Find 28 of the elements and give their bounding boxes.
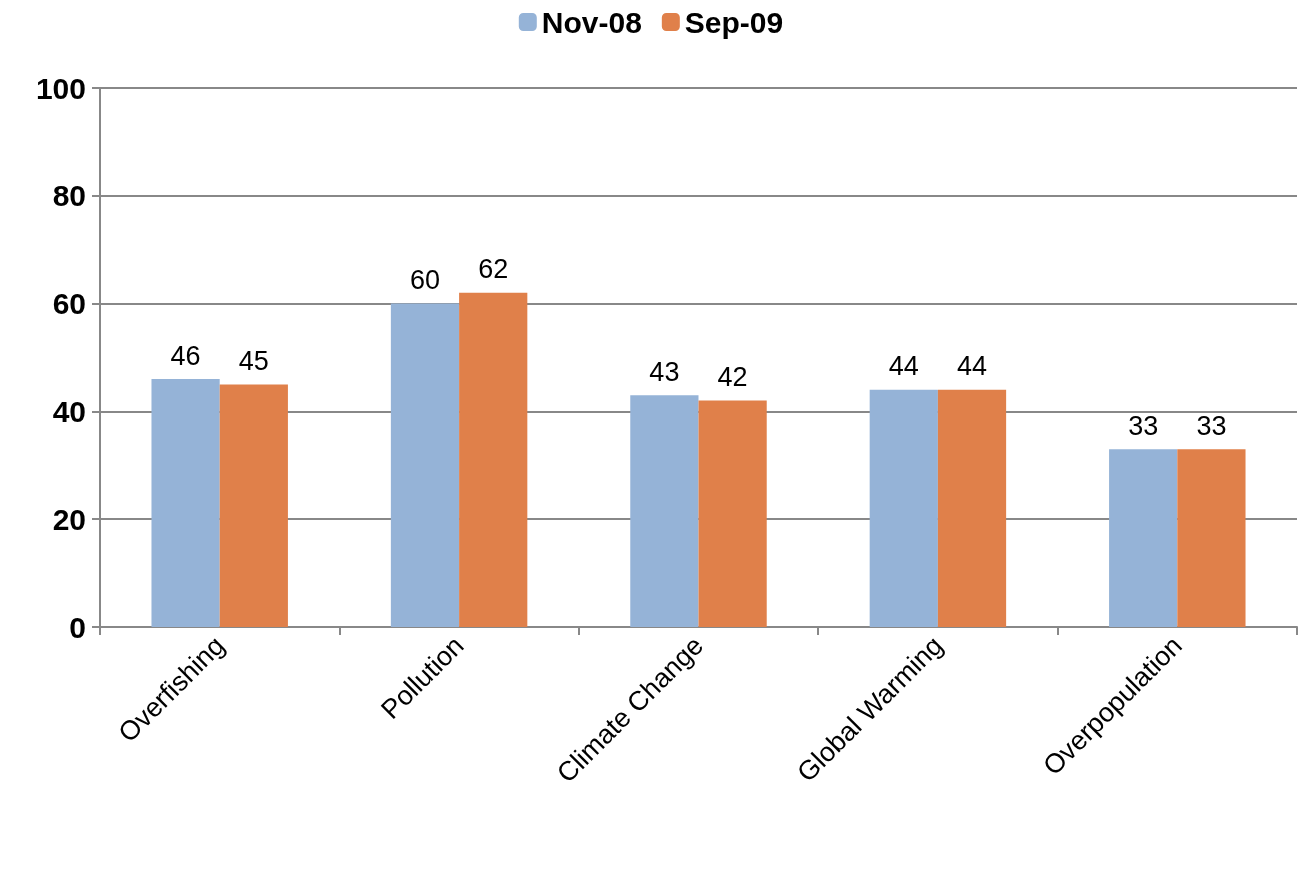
bar	[459, 292, 528, 627]
bar	[630, 395, 699, 627]
y-tick-label: 100	[35, 71, 86, 105]
bar	[219, 384, 288, 627]
data-label: 42	[717, 362, 748, 393]
legend-label: Sep-09	[684, 5, 784, 39]
y-tick-label: 60	[52, 287, 86, 321]
y-tick-label: 40	[52, 394, 86, 428]
bar	[1177, 449, 1246, 627]
y-tick-label: 0	[69, 610, 86, 644]
data-label: 33	[1196, 410, 1227, 441]
data-label: 33	[1128, 410, 1159, 441]
bar	[937, 389, 1007, 627]
data-label: 44	[956, 351, 988, 382]
bar	[698, 400, 767, 627]
data-label: 60	[409, 265, 441, 296]
bar	[390, 303, 460, 627]
data-label: 43	[649, 356, 680, 387]
data-label: 45	[238, 345, 269, 376]
y-tick-label: 80	[52, 179, 86, 213]
data-label: 44	[888, 351, 919, 382]
legend-label: Nov-08	[541, 5, 642, 39]
bar	[151, 379, 220, 627]
data-label: 62	[478, 254, 509, 285]
bar	[869, 389, 938, 627]
bar	[1109, 449, 1178, 627]
data-label: 46	[170, 340, 201, 371]
y-tick-label: 20	[52, 502, 86, 536]
